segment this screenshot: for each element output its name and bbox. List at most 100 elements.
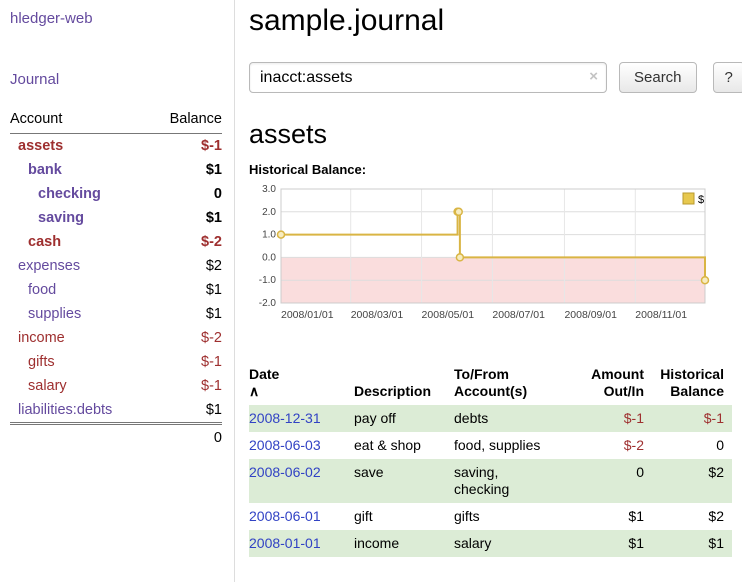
account-name-cell: food — [10, 278, 150, 302]
register-cell-amount: $-1 — [623, 410, 644, 426]
x-tick-label: 2008/07/01 — [492, 309, 545, 321]
clear-search-icon[interactable]: × — [589, 68, 598, 85]
account-row: expenses $2 — [10, 254, 222, 278]
account-balance: $2 — [205, 258, 222, 274]
register-cell-date: 2008-01-01 — [249, 530, 346, 557]
register-row: 2008-12-31 pay off debts $-1 $-1 — [249, 405, 732, 432]
account-balance: $-2 — [201, 234, 222, 250]
register-row: 2008-06-02 save saving, checking 0 $2 — [249, 459, 732, 503]
register-cell-description: eat & shop — [354, 437, 421, 453]
register-header-description: Description — [354, 383, 432, 399]
account-link-saving[interactable]: saving — [38, 210, 84, 226]
accounts-total-row: 0 — [10, 422, 222, 450]
account-name-cell: gifts — [10, 350, 150, 374]
account-link-cash[interactable]: cash — [28, 234, 62, 250]
register-cell-date: 2008-06-01 — [249, 503, 346, 530]
account-row: saving $1 — [10, 206, 222, 230]
help-button[interactable]: ? — [712, 62, 742, 93]
account-link-checking[interactable]: checking — [38, 186, 101, 202]
account-name-cell: bank — [10, 158, 150, 182]
account-link-gifts[interactable]: gifts — [28, 354, 55, 370]
account-balance: $1 — [205, 306, 222, 322]
chart-container: 3.0 2.0 1.0 0.0 -1.0 -2.0 2008/01/01 2008/03/01… — [249, 181, 742, 338]
account-balance: 0 — [213, 186, 222, 202]
transaction-date-link[interactable]: 2008-06-03 — [249, 437, 321, 453]
account-balance: $-1 — [201, 378, 222, 394]
register-cell-amount: 0 — [636, 464, 644, 480]
y-tick-label: 0.0 — [262, 252, 276, 263]
accounts-table: Account Balance assets $-1 bank $1 checking 0… — [10, 108, 222, 450]
data-point-marker — [454, 207, 463, 217]
account-row: liabilities:debts $1 — [10, 398, 222, 424]
account-link-salary[interactable]: salary — [28, 378, 67, 394]
y-tick-label: 3.0 — [262, 184, 276, 195]
chart-title: Historical Balance: — [249, 162, 367, 177]
data-point-marker — [455, 253, 465, 262]
main-content: sample.journal × Search ? assets Histori… — [235, 0, 742, 582]
accounts-total-balance: 0 — [150, 422, 222, 450]
account-name-cell: supplies — [10, 302, 150, 326]
accounts-header-balance: Balance — [150, 108, 222, 134]
transaction-date-link[interactable]: 2008-01-01 — [249, 535, 321, 551]
account-name-cell: checking — [10, 182, 150, 206]
account-row: cash $-2 — [10, 230, 222, 254]
account-row: bank $1 — [10, 158, 222, 182]
account-row: food $1 — [10, 278, 222, 302]
account-link-supplies[interactable]: supplies — [28, 306, 82, 322]
register-cell-amount: $1 — [628, 535, 644, 551]
journal-link[interactable]: Journal — [10, 71, 60, 88]
register-cell-amount: $-2 — [623, 437, 644, 453]
account-balance: $1 — [205, 282, 222, 298]
data-point-marker — [700, 275, 710, 285]
account-link-expenses[interactable]: expenses — [18, 258, 81, 274]
account-row: gifts $-1 — [10, 350, 222, 374]
account-name-cell: assets — [10, 134, 150, 159]
x-tick-label: 2008/03/01 — [351, 309, 404, 321]
search-button[interactable]: Search — [619, 62, 697, 93]
search-input[interactable] — [249, 62, 607, 93]
transaction-date-link[interactable]: 2008-06-02 — [249, 464, 321, 480]
account-row: income $-2 — [10, 326, 222, 350]
accounts-total-spacer — [10, 422, 151, 450]
transaction-date-link[interactable]: 2008-06-01 — [249, 508, 321, 524]
transaction-date-link[interactable]: 2008-12-31 — [249, 410, 321, 426]
register-cell-accounts: food, supplies — [454, 437, 541, 453]
register-header-date[interactable]: Date ∧ — [249, 346, 346, 405]
account-row: assets $-1 — [10, 134, 222, 159]
account-name-cell: cash — [10, 230, 150, 254]
search-bar: × Search ? — [249, 62, 742, 93]
register-body: 2008-12-31 pay off debts $-1 $-1 2008-06-03 ea… — [249, 405, 732, 557]
account-link-assets[interactable]: assets — [18, 138, 64, 154]
register-cell-balance: $1 — [708, 535, 724, 551]
plot-border — [280, 188, 706, 304]
register-header-balance: Historical Balance — [660, 366, 724, 399]
register-cell-description: pay off — [354, 410, 396, 426]
account-name-cell: salary — [10, 374, 150, 398]
y-tick-label: 2.0 — [262, 207, 276, 218]
register-header-amount: Amount Out/In — [591, 366, 644, 399]
app-title-link[interactable]: hledger-web — [10, 10, 93, 27]
account-link-income[interactable]: income — [18, 330, 65, 346]
register-table: Date ∧ Description To/From Account(s) Am… — [249, 346, 732, 557]
account-balance: $-1 — [201, 138, 222, 154]
account-heading: assets — [249, 119, 328, 149]
account-balance: $-1 — [201, 354, 222, 370]
account-balance: $-2 — [201, 330, 222, 346]
register-cell-balance: $2 — [708, 508, 724, 524]
register-cell-description: gift — [354, 508, 373, 524]
x-tick-label: 2008/05/01 — [422, 309, 475, 321]
account-link-bank[interactable]: bank — [28, 162, 62, 178]
register-cell-accounts: salary — [454, 535, 492, 551]
search-box: × — [249, 62, 607, 93]
account-link-food[interactable]: food — [28, 282, 57, 298]
account-link-liabilities-debts[interactable]: liabilities:debts — [18, 402, 113, 418]
account-name-cell: liabilities:debts — [10, 398, 150, 424]
register-cell-balance: $-1 — [703, 410, 724, 426]
register-header-accounts: To/From Account(s) — [454, 366, 528, 399]
account-row: salary $-1 — [10, 374, 222, 398]
x-tick-label: 2008/11/01 — [635, 309, 687, 321]
register-cell-description: income — [354, 535, 400, 551]
account-row: supplies $1 — [10, 302, 222, 326]
register-cell-date: 2008-06-03 — [249, 432, 346, 459]
